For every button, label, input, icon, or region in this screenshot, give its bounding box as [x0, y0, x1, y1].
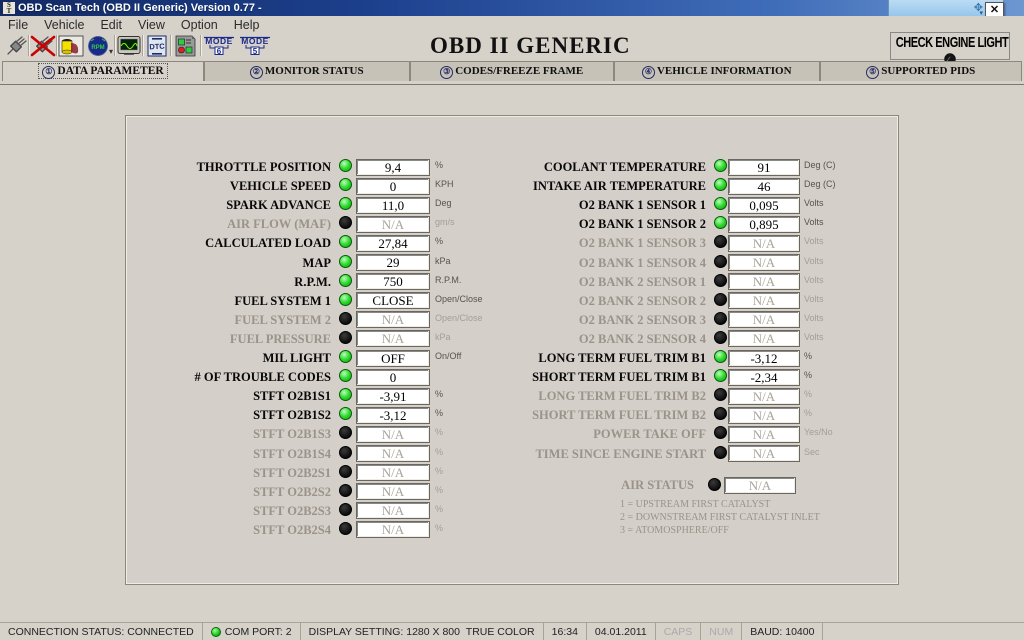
svg-text:DTC: DTC	[149, 42, 165, 52]
svg-text:RPM: RPM	[91, 45, 104, 51]
svg-text:5: 5	[253, 47, 258, 56]
svg-text:6: 6	[217, 47, 222, 56]
